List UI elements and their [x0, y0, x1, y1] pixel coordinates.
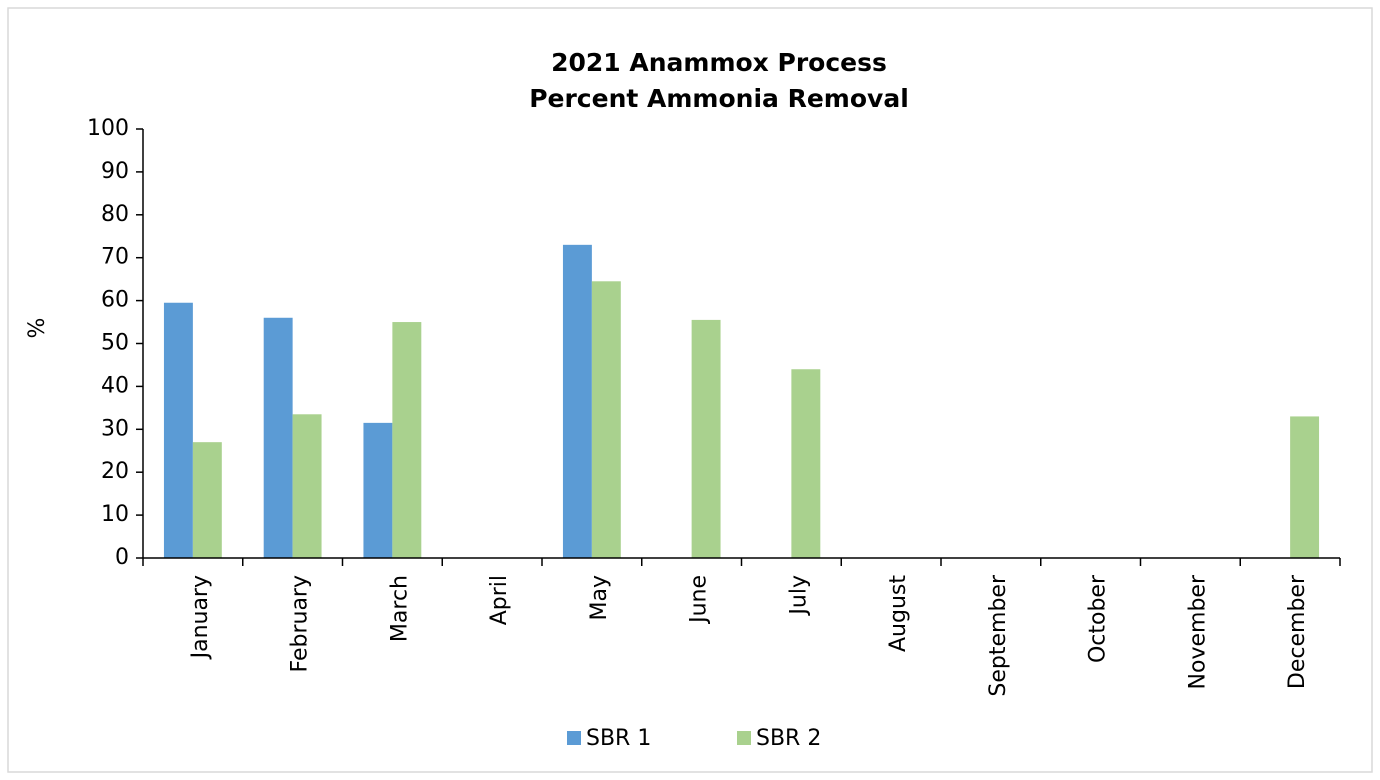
legend-swatch [567, 731, 581, 745]
y-tick-label: 10 [101, 502, 129, 527]
y-tick-label: 70 [101, 245, 129, 270]
chart-title: Percent Ammonia Removal [529, 84, 909, 113]
bar [363, 422, 393, 558]
y-tick-label: 20 [101, 459, 129, 484]
x-tick-label: April [487, 575, 512, 625]
x-tick-label: July [786, 575, 811, 617]
bar [791, 369, 821, 558]
x-tick-label: February [288, 575, 313, 673]
y-tick-label: 80 [101, 202, 129, 227]
bar [392, 322, 422, 558]
y-axis-label: % [25, 318, 50, 339]
x-tick-label: May [587, 575, 612, 620]
chart-frame [7, 7, 1373, 773]
bar [163, 302, 193, 558]
x-tick-label: January [188, 575, 213, 660]
legend-label: SBR 1 [586, 726, 651, 751]
bar [263, 317, 293, 558]
legend-label: SBR 2 [756, 726, 821, 751]
bar [292, 414, 322, 558]
y-tick-label: 40 [101, 373, 129, 398]
y-tick-label: 90 [101, 159, 129, 184]
chart-title: 2021 Anammox Process [551, 48, 887, 77]
x-tick-label: June [687, 575, 712, 625]
x-tick-label: December [1285, 574, 1310, 689]
x-tick-label: October [1086, 574, 1111, 663]
x-tick-label: September [986, 574, 1011, 697]
x-tick-label: March [387, 575, 412, 642]
y-tick-label: 60 [101, 288, 129, 313]
legend-swatch [737, 731, 751, 745]
y-tick-label: 50 [101, 331, 129, 356]
x-tick-label: August [886, 575, 911, 652]
bar [591, 281, 621, 558]
y-tick-label: 30 [101, 416, 129, 441]
x-tick-label: November [1185, 574, 1210, 689]
y-tick-label: 0 [115, 545, 129, 570]
y-tick-label: 100 [87, 116, 129, 141]
bar [192, 442, 222, 558]
bar [562, 244, 592, 558]
bar [691, 319, 721, 558]
bar [1290, 416, 1320, 558]
